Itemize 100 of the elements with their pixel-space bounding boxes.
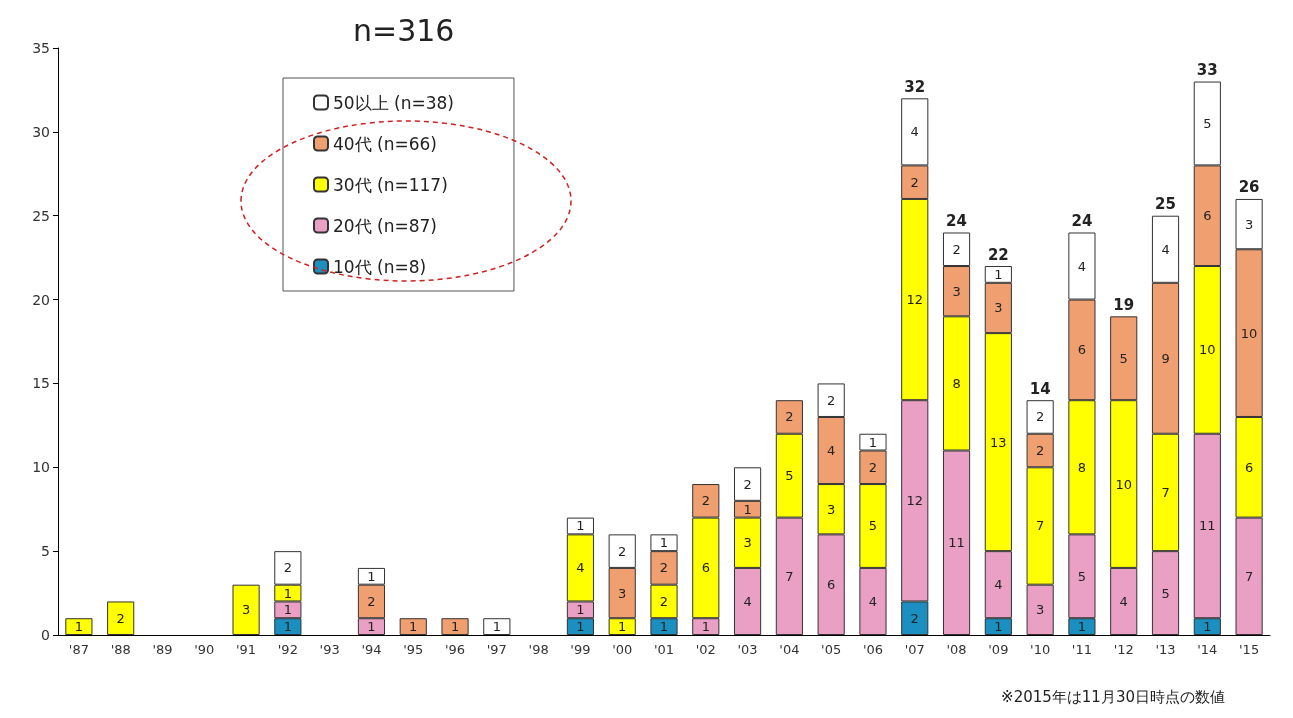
data-label: 5 xyxy=(868,518,878,534)
x-tick-label: '89 xyxy=(152,642,173,657)
data-label: 8 xyxy=(952,375,961,391)
data-label: 1 xyxy=(283,602,292,618)
data-label: 7 xyxy=(1244,568,1254,584)
total-label: 14 xyxy=(1029,379,1051,398)
data-label: 1 xyxy=(283,619,292,635)
data-label: 4 xyxy=(1119,593,1128,609)
y-tick-label: 25 xyxy=(32,207,50,224)
total-label: 19 xyxy=(1113,295,1135,314)
data-label: 4 xyxy=(743,593,752,609)
x-tick-label: '04 xyxy=(779,642,800,657)
data-label: 2 xyxy=(785,409,794,425)
x-tick-label: '10 xyxy=(1030,642,1051,657)
x-tick-label: '99 xyxy=(570,642,591,657)
x-tick-label: '02 xyxy=(695,642,716,657)
data-label: 2 xyxy=(1036,409,1045,425)
legend-label: 30代 (n=117) xyxy=(333,174,448,195)
data-label: 1 xyxy=(576,602,585,618)
data-label: 1 xyxy=(659,619,669,635)
bar xyxy=(441,618,469,635)
data-label: 3 xyxy=(994,300,1003,316)
data-label: 7 xyxy=(1036,518,1045,534)
x-tick-label: '13 xyxy=(1155,642,1176,657)
x-tick-label: '88 xyxy=(110,642,131,657)
x-tick-label: '14 xyxy=(1197,642,1218,657)
x-tick-label: '98 xyxy=(528,642,549,657)
data-label: 4 xyxy=(827,443,836,459)
data-label: 1 xyxy=(994,619,1003,635)
data-label: 2 xyxy=(367,593,376,609)
data-label: 6 xyxy=(1244,459,1254,475)
total-label: 26 xyxy=(1238,178,1260,197)
data-label: 13 xyxy=(990,434,1007,450)
x-tick-label: '11 xyxy=(1071,642,1092,657)
x-tick-label: '92 xyxy=(277,642,298,657)
x-tick-label: '93 xyxy=(319,642,340,657)
data-label: 12 xyxy=(906,493,924,509)
total-label: 33 xyxy=(1196,61,1218,80)
x-tick-label: '01 xyxy=(653,642,675,657)
data-label: 2 xyxy=(618,543,627,559)
y-tick-label: 0 xyxy=(41,627,50,643)
total-label: 32 xyxy=(904,77,926,96)
data-label: 5 xyxy=(1119,350,1128,366)
data-label: 2 xyxy=(283,560,292,576)
data-label: 11 xyxy=(1199,518,1216,534)
data-label: 2 xyxy=(910,610,919,626)
data-label: 1 xyxy=(618,619,627,635)
data-label: 1 xyxy=(74,619,84,635)
x-tick-label: '95 xyxy=(403,642,424,657)
data-label: 3 xyxy=(743,535,752,551)
data-label: 1 xyxy=(1203,619,1212,635)
data-label: 11 xyxy=(948,535,965,551)
data-label: 1 xyxy=(659,535,669,551)
data-label: 3 xyxy=(618,585,627,601)
data-label: 8 xyxy=(1077,459,1087,475)
data-label: 6 xyxy=(1077,342,1087,358)
data-label: 1 xyxy=(576,619,585,635)
x-tick-label: '12 xyxy=(1113,642,1134,657)
y-tick-label: 10 xyxy=(32,459,50,476)
data-label: 3 xyxy=(1244,216,1254,232)
y-tick-label: 20 xyxy=(32,291,50,308)
data-label: 6 xyxy=(701,560,710,576)
data-label: 7 xyxy=(785,568,794,584)
data-label: 2 xyxy=(952,241,961,257)
data-label: 6 xyxy=(1203,208,1212,224)
legend-label: 50以上 (n=38) xyxy=(333,92,454,113)
bar xyxy=(399,618,427,635)
data-label: 2 xyxy=(868,459,878,475)
data-label: 4 xyxy=(1077,258,1087,274)
data-label: 9 xyxy=(1161,350,1170,366)
data-label: 1 xyxy=(283,585,292,601)
data-label: 1 xyxy=(576,518,585,534)
data-label: 5 xyxy=(1161,585,1170,601)
data-label: 2 xyxy=(659,560,669,576)
data-label: 4 xyxy=(1161,241,1170,257)
data-label: 1 xyxy=(743,501,752,517)
y-tick-label: 15 xyxy=(32,375,50,392)
chart-title: n=316 xyxy=(353,12,455,48)
data-label: 2 xyxy=(116,610,125,626)
data-label: 1 xyxy=(1077,619,1087,635)
data-label: 4 xyxy=(994,577,1003,593)
bar xyxy=(483,618,511,635)
x-tick-label: '03 xyxy=(737,642,758,657)
total-label: 24 xyxy=(946,211,967,230)
total-label: 22 xyxy=(987,245,1009,264)
data-label: 7 xyxy=(1161,484,1170,500)
text: ※2015年は11月30日時点の数値 xyxy=(1001,687,1226,706)
data-label: 1 xyxy=(994,266,1003,282)
x-tick-label: '87 xyxy=(68,642,89,657)
x-tick-label: '05 xyxy=(821,642,842,657)
data-label: 6 xyxy=(827,577,836,593)
x-tick-label: '94 xyxy=(361,642,382,657)
data-label: 2 xyxy=(701,493,710,509)
data-label: 5 xyxy=(785,468,794,484)
x-tick-label: '15 xyxy=(1239,642,1260,657)
x-tick-label: '09 xyxy=(988,642,1009,657)
bar xyxy=(107,601,135,635)
y-tick-label: 30 xyxy=(32,123,50,140)
data-label: 5 xyxy=(1077,568,1087,584)
data-label: 2 xyxy=(1036,443,1045,459)
